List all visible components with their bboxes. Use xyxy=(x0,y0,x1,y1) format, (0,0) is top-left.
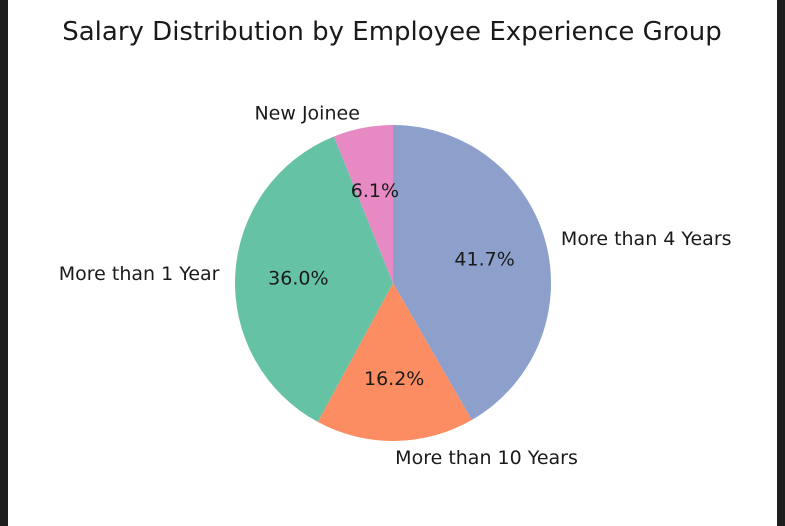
pie-pct-label: 36.0% xyxy=(268,268,328,290)
pie-category-label: More than 10 Years xyxy=(395,447,578,469)
pie-slice-new-joinee xyxy=(333,125,393,283)
pie-pct-label: 6.1% xyxy=(351,180,399,202)
chart-figure: Salary Distribution by Employee Experien… xyxy=(8,0,777,526)
pie-pct-label: 41.7% xyxy=(454,249,514,271)
pie-category-label: More than 4 Years xyxy=(561,228,732,250)
pie-pct-label: 16.2% xyxy=(364,368,424,390)
pie-slice-more-than-1-year xyxy=(235,136,393,422)
pie-chart: Salary Distribution by Employee Experien… xyxy=(59,17,732,469)
pie-slice-more-than-10-years xyxy=(317,283,472,442)
pie-labels: 41.7% More than 4 Years 16.2% More than 10 … xyxy=(59,102,732,468)
pie-category-label: More than 1 Year xyxy=(59,263,220,285)
pie-slice-more-than-4-years xyxy=(393,125,551,420)
pie-category-label: New Joinee xyxy=(254,102,359,124)
pie-slices xyxy=(235,125,551,442)
chart-title: Salary Distribution by Employee Experien… xyxy=(62,17,721,47)
